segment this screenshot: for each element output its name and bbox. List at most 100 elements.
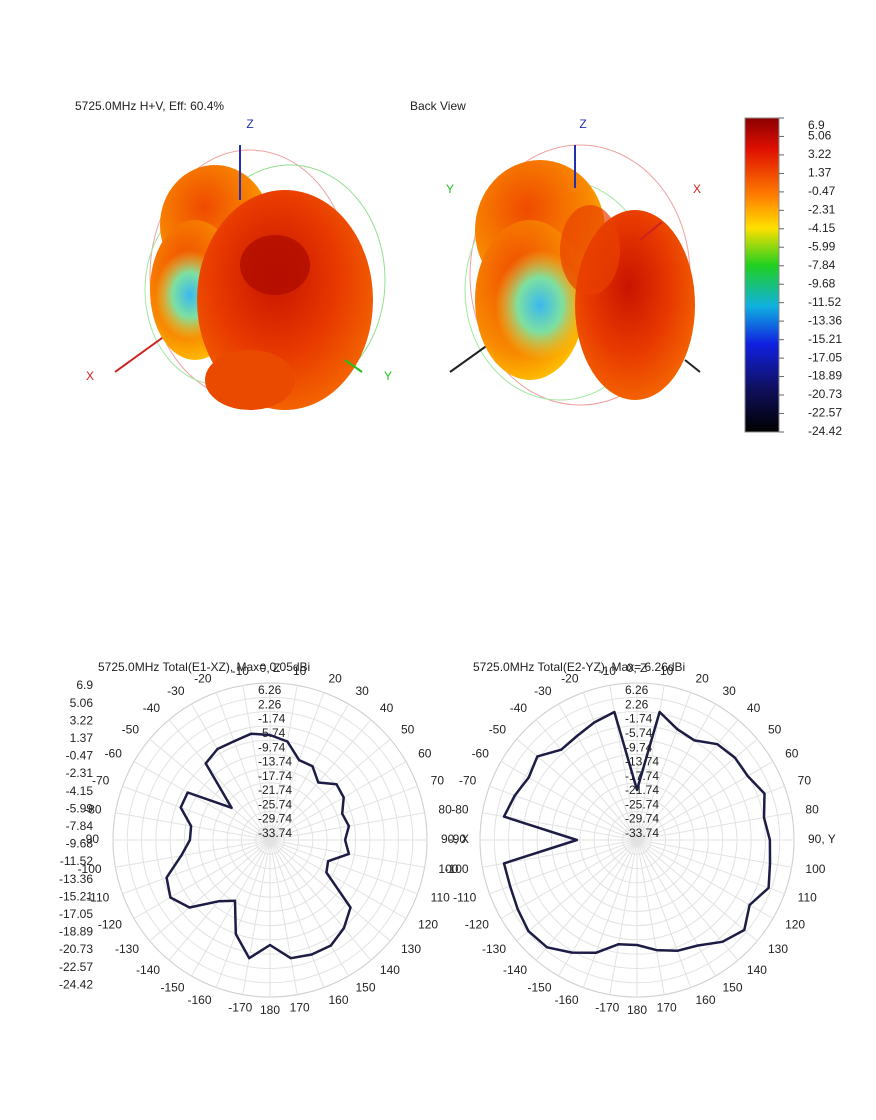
- angle-label: 30: [356, 684, 370, 698]
- y-axis-line: [344, 359, 363, 373]
- grid-spoke: [558, 703, 638, 841]
- grid-spoke: [609, 839, 638, 995]
- radial-label: -33.74: [258, 826, 292, 840]
- angle-label: -170: [595, 1001, 619, 1015]
- scale-label: -22.57: [59, 960, 93, 974]
- angle-label: -10: [232, 664, 250, 678]
- angle-label: 80: [805, 802, 819, 816]
- scale-label: -4.15: [66, 784, 94, 798]
- angle-label: 40: [747, 701, 761, 715]
- grid-spoke: [191, 703, 271, 841]
- angle-label: 20: [328, 671, 342, 685]
- radial-label: -25.74: [258, 797, 292, 811]
- grid-spoke: [122, 839, 271, 895]
- radial-label: -5.74: [258, 726, 286, 740]
- grid-spoke: [215, 692, 271, 841]
- angle-label: -140: [503, 963, 527, 977]
- angle-label: -60: [472, 747, 490, 761]
- radial-label: -25.74: [625, 797, 659, 811]
- angle-label: -50: [122, 722, 140, 736]
- angle-label: 100: [805, 862, 825, 876]
- grid-spoke: [269, 839, 325, 988]
- grid-spoke: [636, 839, 785, 895]
- grid-spoke: [269, 761, 407, 841]
- scale-label: 3.22: [70, 713, 94, 727]
- angle-label: 150: [356, 980, 376, 994]
- scale-label: 1.37: [70, 731, 94, 745]
- grid-spoke: [582, 839, 638, 988]
- angle-label: -140: [136, 963, 160, 977]
- scale-label: -24.42: [59, 977, 93, 991]
- angle-label: -130: [115, 942, 139, 956]
- grid-spoke: [636, 839, 758, 942]
- angle-label: 180: [260, 1003, 280, 1017]
- axis-label: Z: [579, 117, 586, 131]
- grid-spoke: [636, 703, 716, 841]
- angle-label: 60: [785, 747, 799, 761]
- angle-label: 160: [328, 993, 348, 1007]
- angle-label: 0, Z: [260, 661, 281, 675]
- grid-spoke: [191, 839, 271, 977]
- colorbar-label: -18.89: [808, 369, 842, 383]
- chart-title: 5725.0MHz Total(E1-XZ), Max= 0.05dBi: [98, 660, 310, 674]
- scale-label: -13.36: [59, 872, 93, 886]
- colorbar-ticks: 6.95.06 3.22 1.37 -0.47 -2.31 -4.15 -5.99 -7.84…: [779, 117, 842, 438]
- grid-spoke: [269, 692, 325, 841]
- scale-label: -15.21: [59, 889, 93, 903]
- angle-label: 50: [768, 722, 782, 736]
- colorbar-label: -7.84: [808, 258, 836, 272]
- angle-label: 130: [768, 942, 788, 956]
- grid-spoke: [168, 719, 271, 841]
- scale-label: -0.47: [66, 749, 94, 763]
- angle-label: -20: [561, 671, 579, 685]
- grid-spoke: [636, 839, 716, 977]
- grid-spoke: [242, 839, 271, 995]
- grid-spoke: [516, 839, 638, 942]
- angle-label: 170: [657, 1001, 677, 1015]
- angle-label: -40: [143, 701, 161, 715]
- angle-label: 60: [418, 747, 432, 761]
- grid-spoke: [215, 839, 271, 988]
- grid-spoke: [115, 839, 271, 868]
- x-axis-line: [639, 221, 663, 241]
- colorbar-label: 1.37: [808, 166, 832, 180]
- grid-spoke: [269, 839, 298, 995]
- radial-label: -13.74: [625, 755, 659, 769]
- colorbar-label: -9.68: [808, 276, 836, 290]
- chart-title: 5725.0MHz Total(E2-YZ), Max= 6.26dBi: [473, 660, 685, 674]
- grid-spoke: [149, 839, 271, 942]
- radial-label: -21.74: [625, 783, 659, 797]
- angle-label: 80: [438, 802, 452, 816]
- angle-label: -90: [82, 832, 100, 846]
- grid-spoke: [269, 839, 349, 977]
- axis-label: Z: [246, 117, 253, 131]
- grid-spoke: [582, 692, 638, 841]
- angle-label: -100: [78, 862, 102, 876]
- angle-label: 110: [798, 891, 817, 905]
- scale-label: 5.06: [70, 696, 94, 710]
- angle-label: 70: [798, 774, 812, 788]
- lobe: [495, 250, 585, 360]
- colorbar-label: -17.05: [808, 350, 842, 364]
- angle-label: -20: [194, 671, 212, 685]
- scale-label: -18.89: [59, 925, 93, 939]
- angle-label: 130: [401, 942, 421, 956]
- colorbar-label: -15.21: [808, 332, 842, 346]
- radial-label: -1.74: [258, 712, 286, 726]
- scale-label: -7.84: [66, 819, 94, 833]
- colorbar-label: -5.99: [808, 239, 836, 253]
- angle-label: -40: [510, 701, 528, 715]
- grid-spoke: [269, 839, 372, 961]
- view-title: 5725.0MHz H+V, Eff: 60.4%: [75, 99, 224, 113]
- grid-spoke: [636, 839, 792, 868]
- radial-label: -29.74: [625, 812, 659, 826]
- lobe: [205, 350, 295, 410]
- colorbar-label: 5.06: [808, 129, 832, 143]
- angle-label: -130: [482, 942, 506, 956]
- angle-label: 50: [401, 722, 415, 736]
- grid-spoke: [133, 839, 271, 919]
- angle-label: 10: [660, 664, 674, 678]
- grid-spoke: [636, 738, 758, 841]
- angle-label: 20: [695, 671, 709, 685]
